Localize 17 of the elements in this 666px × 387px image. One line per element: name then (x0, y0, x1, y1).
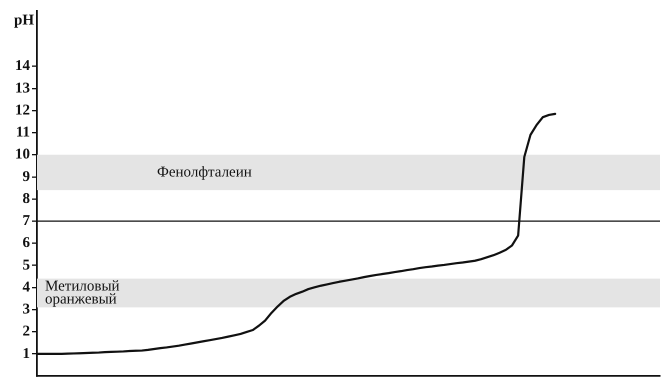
y-tick-label: 6 (22, 235, 30, 252)
y-tick-label: 5 (22, 257, 30, 274)
y-tick-label: 9 (22, 168, 30, 185)
y-tick-label: 4 (22, 279, 30, 296)
y-tick-label: 13 (15, 80, 30, 96)
band-label: Фенолфталеин (157, 164, 252, 180)
y-tick-label: 14 (15, 58, 30, 74)
y-tick-label: 3 (22, 302, 30, 318)
band-label: Метиловый оранжевый (45, 278, 120, 308)
y-tick-label: 7 (22, 213, 30, 230)
y-tick-label: 12 (15, 102, 30, 118)
y-tick-label: 10 (15, 146, 30, 163)
y-axis-title: pH (14, 12, 34, 28)
y-tick-label: 1 (22, 346, 30, 362)
y-tick-label: 2 (22, 324, 30, 340)
y-tick-label: 11 (16, 124, 30, 141)
y-tick-label: 8 (22, 190, 30, 207)
